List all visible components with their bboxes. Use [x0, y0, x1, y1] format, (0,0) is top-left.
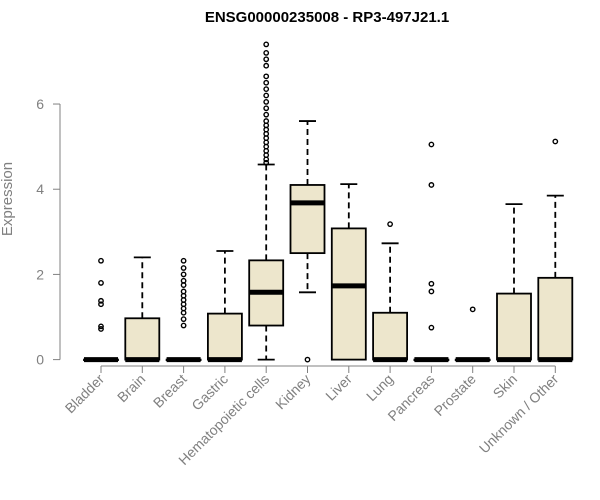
x-tick-label: Liver [322, 371, 355, 404]
outlier-point [98, 280, 104, 286]
outlier-point [263, 41, 270, 48]
iqr-box [372, 311, 409, 361]
outlier-point [304, 356, 311, 363]
x-tick-label: Bladder [62, 371, 108, 417]
x-tick-label: Lung [363, 371, 396, 404]
outlier-point [180, 271, 187, 278]
outlier-point [263, 92, 270, 99]
y-axis-label: Expression [0, 162, 16, 236]
outlier-point [263, 56, 270, 63]
y-tick-label: 2 [36, 266, 44, 282]
box-hematopoietic-cells [248, 41, 285, 361]
outlier-point [428, 288, 435, 295]
outlier-point [428, 280, 435, 287]
outlier-point [263, 105, 270, 112]
outlier-point [469, 306, 476, 313]
outlier-point [428, 141, 435, 148]
box-kidney [289, 120, 326, 363]
iqr-box [289, 184, 326, 255]
box-prostate [454, 306, 491, 363]
chart-title: ENSG00000235008 - RP3-497J21.1 [205, 9, 449, 26]
outlier-point [98, 297, 104, 304]
outlier-point [263, 111, 270, 118]
outlier-point [180, 316, 187, 323]
box-gastric [206, 250, 243, 363]
outlier-point [98, 257, 104, 264]
outlier-point [180, 265, 187, 271]
x-tick-label: Breast [150, 371, 190, 411]
outlier-point [552, 138, 559, 145]
outlier-point [98, 326, 104, 332]
x-tick-label: Brain [114, 371, 148, 405]
outlier-point [387, 221, 393, 228]
iqr-box [330, 227, 367, 361]
x-tick-label: Prostate [431, 371, 479, 419]
outlier-point [263, 50, 270, 56]
outlier-point [180, 257, 187, 264]
iqr-box [124, 317, 161, 361]
y-tick-label: 0 [36, 352, 44, 368]
outlier-point [428, 182, 435, 188]
outlier-point [263, 98, 270, 105]
y-tick-label: 6 [36, 96, 44, 112]
box-skin [496, 203, 532, 363]
outlier-point [98, 301, 104, 308]
y-tick-label: 4 [36, 181, 44, 197]
box-unknown-other [537, 138, 574, 363]
box-breast [165, 257, 202, 363]
iqr-box [496, 292, 532, 361]
x-tick-label: Skin [490, 371, 521, 402]
boxes [83, 41, 574, 363]
outlier-point [263, 118, 270, 124]
box-lung [372, 221, 409, 363]
box-pancreas [413, 141, 450, 363]
outlier-point [428, 324, 435, 331]
outlier-point [263, 159, 270, 166]
outlier-point [263, 73, 270, 80]
box-brain [124, 256, 161, 363]
iqr-box [206, 312, 243, 361]
outlier-point [180, 288, 187, 295]
box-bladder [83, 257, 119, 363]
iqr-box [537, 276, 574, 361]
outlier-point [263, 62, 270, 69]
y-ticks: 0 2 4 6 [36, 96, 60, 368]
outlier-point [180, 322, 187, 329]
box-liver [330, 183, 367, 361]
outlier-point [98, 323, 104, 330]
outlier-point [263, 86, 270, 93]
x-tick-label: Kidney [272, 371, 314, 413]
outlier-point [263, 79, 270, 86]
outlier-point [180, 277, 187, 284]
